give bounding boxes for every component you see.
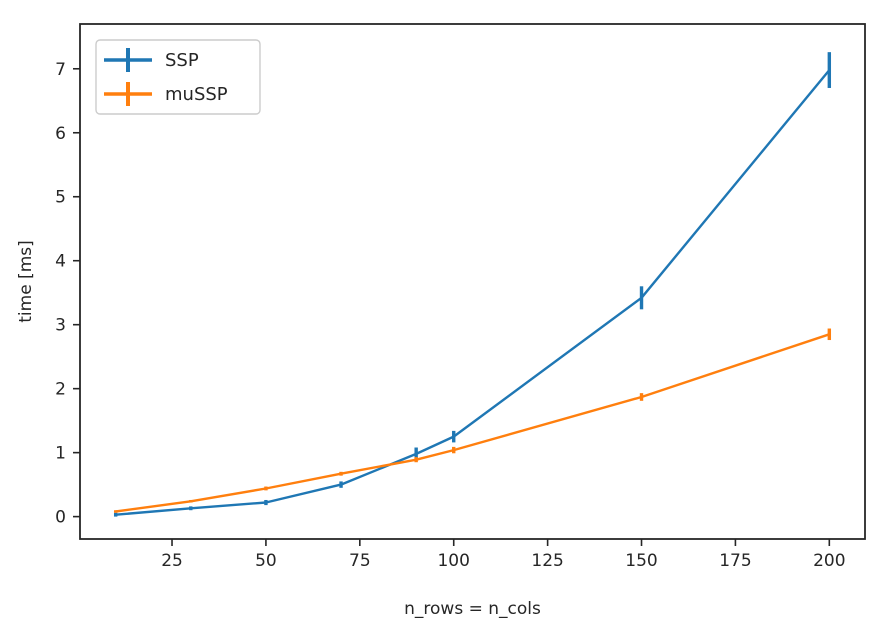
legend-entry-muSSP: muSSP <box>165 84 228 105</box>
y-tick-label: 4 <box>55 252 66 272</box>
legend-entry-SSP: SSP <box>165 50 199 71</box>
y-tick-label: 6 <box>55 124 66 144</box>
x-tick-label: 50 <box>255 551 277 571</box>
y-tick-label: 5 <box>55 188 66 208</box>
x-axis-label: n_rows = n_cols <box>404 599 541 619</box>
y-axis-label: time [ms] <box>16 240 36 323</box>
y-tick-label: 0 <box>55 508 66 528</box>
y-tick-label: 1 <box>55 444 66 464</box>
x-tick-label: 25 <box>161 551 183 571</box>
x-tick-label: 150 <box>625 551 657 571</box>
x-tick-label: 200 <box>813 551 845 571</box>
series-SSP-line <box>115 69 831 516</box>
x-tick-label: 75 <box>349 551 371 571</box>
y-tick-label: 7 <box>55 60 66 80</box>
x-tick-label: 175 <box>719 551 751 571</box>
series-muSSP-line <box>115 333 830 513</box>
y-tick-label: 2 <box>55 380 66 400</box>
x-tick-label: 125 <box>531 551 563 571</box>
x-tick-label: 100 <box>437 551 469 571</box>
y-tick-label: 3 <box>55 316 66 336</box>
plot-frame <box>79 23 866 540</box>
